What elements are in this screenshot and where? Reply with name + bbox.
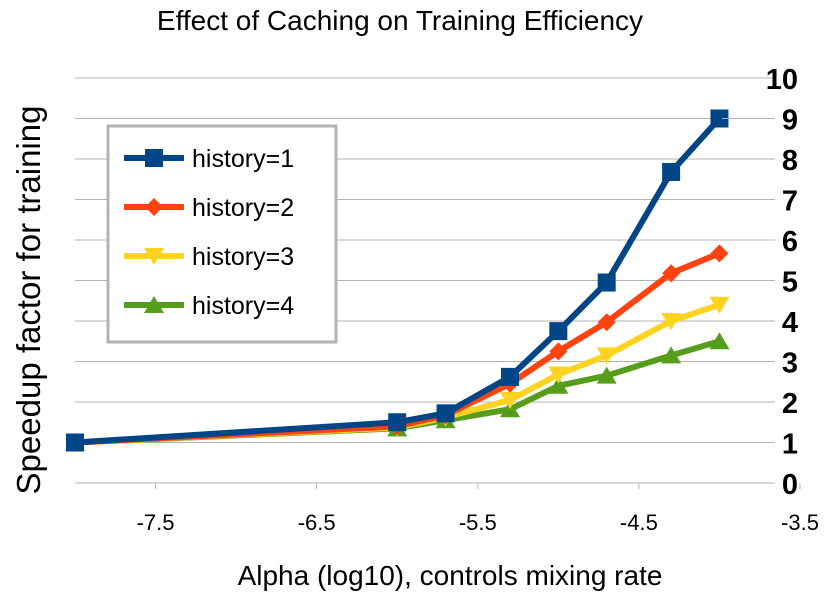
- data-point-history=3-6: [661, 313, 682, 330]
- data-point-history=2-6: [662, 264, 681, 283]
- y-tick-label-0: 0: [782, 469, 798, 501]
- legend: history=1 history=2 history=3 history=4: [106, 124, 338, 344]
- y-tick-label-2: 2: [782, 388, 798, 420]
- data-point-history=3-3: [500, 391, 520, 409]
- legend-marker-history=2: [145, 198, 163, 216]
- data-point-history=1-1: [388, 413, 407, 432]
- data-point-history=1-7: [710, 109, 729, 128]
- legend-label-history=2: history=2: [192, 194, 294, 222]
- chart-title: Effect of Caching on Training Efficiency: [157, 5, 643, 36]
- y-tick-label-4: 4: [782, 307, 798, 339]
- y-tick-label-1: 1: [782, 429, 798, 461]
- y-tick-label-3: 3: [782, 348, 798, 380]
- data-point-history=1-3: [501, 367, 519, 386]
- data-point-history=1-6: [662, 162, 681, 181]
- data-point-history=4-6: [661, 346, 682, 364]
- data-point-history=3-5: [596, 347, 617, 365]
- data-point-history=1-2: [436, 404, 455, 423]
- x-tick-label--5.5: -5.5: [459, 510, 497, 535]
- data-point-history=2-4: [549, 342, 568, 361]
- legend-label-history=3: history=3: [192, 243, 294, 271]
- legend-marker-history=3: [144, 248, 164, 265]
- legend-marker-history=4: [144, 296, 164, 313]
- data-point-history=2-5: [597, 313, 616, 332]
- y-tick-label-7: 7: [782, 186, 798, 218]
- x-axis-label: Alpha (log10), controls mixing rate: [238, 560, 663, 591]
- x-tick-label--4.5: -4.5: [620, 510, 658, 535]
- data-point-history=1-5: [597, 273, 616, 292]
- legend-marker-history=1: [145, 149, 163, 167]
- series-layer: [65, 109, 730, 452]
- x-tick-label--3.5: -3.5: [781, 510, 819, 535]
- data-point-history=2-7: [710, 244, 729, 263]
- x-tick-label--7.5: -7.5: [137, 510, 175, 535]
- data-point-history=3-7: [709, 296, 730, 314]
- data-point-history=4-7: [709, 332, 730, 350]
- x-tick-label--6.5: -6.5: [298, 510, 336, 535]
- y-tick-label-8: 8: [782, 145, 798, 177]
- legend-label-history=4: history=4: [192, 292, 294, 320]
- y-tick-label-6: 6: [782, 226, 798, 258]
- y-tick-label-5: 5: [782, 267, 798, 299]
- data-point-history=1-0: [66, 433, 84, 452]
- data-point-history=4-4: [548, 376, 569, 394]
- y-tick-label-9: 9: [782, 105, 798, 137]
- data-point-history=3-4: [548, 366, 569, 384]
- y-tick-label-10: 10: [766, 64, 798, 96]
- y-axis-label: Speedup factor for training: [10, 106, 47, 495]
- data-point-history=1-4: [549, 322, 568, 341]
- legend-label-history=1: history=1: [192, 145, 294, 173]
- axes: 0 1 2 3 4 5 6 7 8 9 10 -7.5 -6.5 -5.5 -4.5 -3.5: [137, 64, 819, 535]
- data-point-history=4-5: [596, 366, 617, 384]
- series-history=1: [66, 109, 729, 452]
